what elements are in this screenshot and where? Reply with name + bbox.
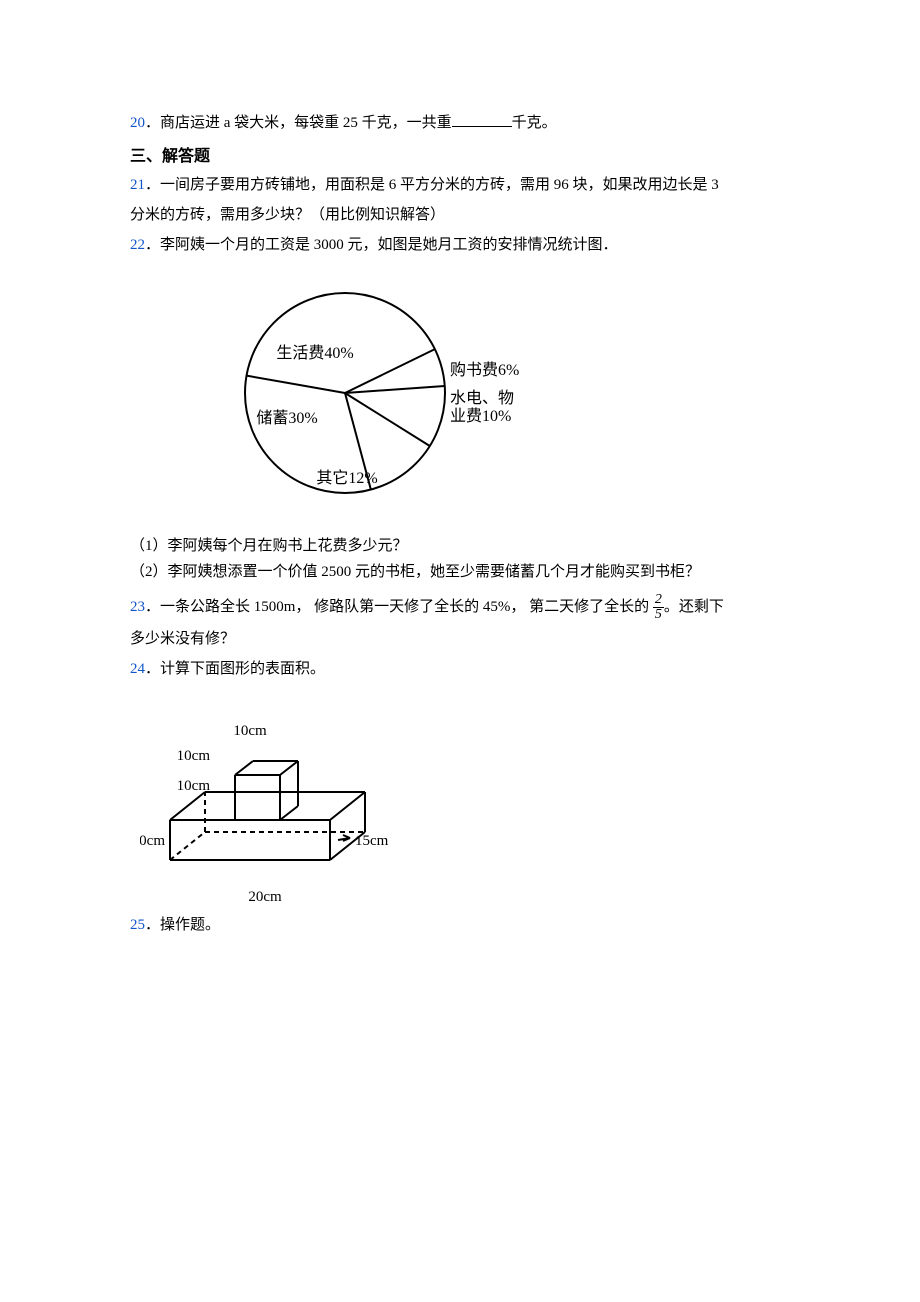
- question-20: 20．商店运进 a 袋大米，每袋重 25 千克，一共重 千克。: [130, 110, 790, 136]
- svg-text:购书费6%: 购书费6%: [450, 361, 519, 379]
- qnum-24: 24: [130, 661, 145, 677]
- frac-den: 5: [653, 608, 664, 622]
- q22-sub1: （1）李阿姨每个月在购书上花费多少元？: [130, 533, 790, 559]
- solid-caption: 20cm: [140, 889, 390, 906]
- svg-text:10cm: 10cm: [233, 723, 267, 739]
- svg-text:10cm: 10cm: [177, 748, 211, 764]
- q20-after: 千克。: [512, 115, 557, 131]
- question-23: 23．一条公路全长 1500m， 修路队第一天修了全长的 45%， 第二天修了全…: [130, 593, 790, 622]
- svg-text:生活费40%: 生活费40%: [276, 344, 353, 362]
- question-21: 21．一间房子要用方砖铺地，用面积是 6 平方分米的方砖，需用 96 块，如果改…: [130, 172, 790, 198]
- section-3-title: 三、解答题: [130, 142, 790, 166]
- q23-after: 。还剩下: [664, 599, 724, 615]
- pie-chart: 生活费40% 购书费6% 水电、物业费10% 其它12% 储蓄30%: [160, 268, 790, 523]
- q22-sub2: （2）李阿姨想添置一个价值 2500 元的书柜，她至少需要储蓄几个月才能购买到书…: [130, 559, 790, 585]
- q22-text: ．李阿姨一个月的工资是 3000 元，如图是她月工资的安排情况统计图．: [145, 237, 618, 253]
- frac-num: 2: [653, 593, 664, 608]
- svg-text:10cm: 10cm: [140, 833, 165, 849]
- svg-text:其它12%: 其它12%: [316, 469, 377, 487]
- qnum-21: 21: [130, 177, 145, 193]
- qnum-22: 22: [130, 237, 145, 253]
- question-23-cont: 多少米没有修？: [130, 626, 790, 652]
- qnum-25: 25: [130, 917, 145, 933]
- question-21-cont: 分米的方砖，需用多少块？（用比例知识解答）: [130, 202, 790, 228]
- svg-text:储蓄30%: 储蓄30%: [256, 409, 317, 427]
- solid-svg: 10cm 10cm 10cm 10cm 15cm: [140, 690, 390, 880]
- q24-text: ．计算下面图形的表面积。: [145, 661, 325, 677]
- q20-before: ．商店运进 a 袋大米，每袋重 25 千克，一共重: [145, 115, 452, 131]
- fraction-25: 25: [653, 593, 664, 622]
- q25-text: ．操作题。: [145, 917, 220, 933]
- svg-text:水电、物: 水电、物: [450, 389, 514, 407]
- svg-text:业费10%: 业费10%: [450, 407, 511, 425]
- blank-20: [452, 126, 512, 127]
- question-24: 24．计算下面图形的表面积。: [130, 656, 790, 682]
- qnum-23: 23: [130, 599, 145, 615]
- qnum-20: 20: [130, 115, 145, 131]
- svg-text:15cm: 15cm: [355, 833, 389, 849]
- q21-line1: ．一间房子要用方砖铺地，用面积是 6 平方分米的方砖，需用 96 块，如果改用边…: [145, 177, 719, 193]
- question-25: 25．操作题。: [130, 912, 790, 938]
- svg-text:10cm: 10cm: [177, 778, 211, 794]
- q23-before: ．一条公路全长 1500m， 修路队第一天修了全长的 45%， 第二天修了全长的: [145, 599, 653, 615]
- solid-figure: 10cm 10cm 10cm 10cm 15cm 20cm: [140, 690, 790, 906]
- pie-svg: 生活费40% 购书费6% 水电、物业费10% 其它12% 储蓄30%: [160, 268, 530, 518]
- question-22: 22．李阿姨一个月的工资是 3000 元，如图是她月工资的安排情况统计图．: [130, 232, 790, 258]
